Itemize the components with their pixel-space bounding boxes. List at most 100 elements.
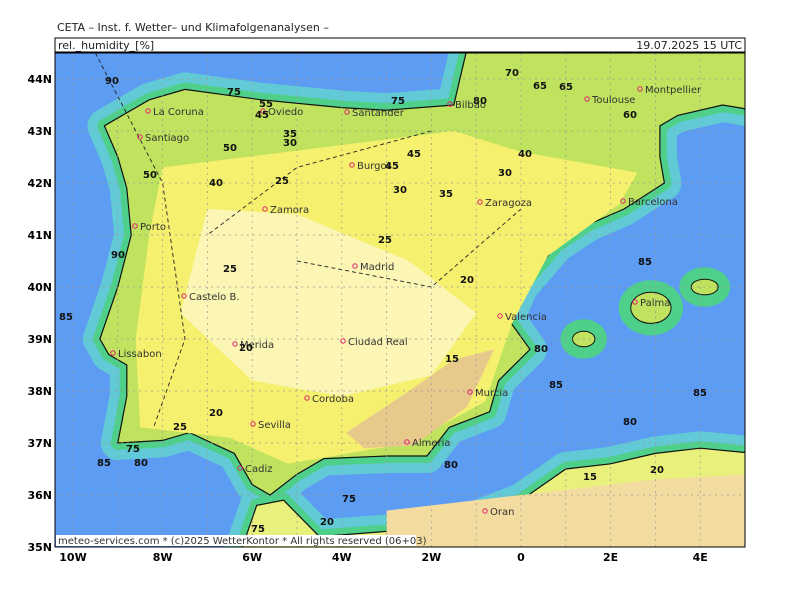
contour-label: 25 xyxy=(173,422,187,433)
city-name: Cordoba xyxy=(312,394,354,405)
contour-label: 65 xyxy=(559,82,573,93)
map-area: La Coruna Santiago Oviedo Santander Bilbao To… xyxy=(55,53,745,547)
lat-label: 40N xyxy=(27,281,52,294)
contour-label: 45 xyxy=(255,110,269,121)
city-name: Montpellier xyxy=(645,85,702,96)
contour-label: 65 xyxy=(533,81,547,92)
city-name: Palma xyxy=(640,298,670,309)
lon-label: 2E xyxy=(603,551,618,564)
city-name: Zamora xyxy=(270,205,309,216)
contour-label: 15 xyxy=(583,472,597,483)
city-name: Porto xyxy=(140,222,166,233)
city-marker xyxy=(181,293,187,299)
city-marker xyxy=(232,341,238,347)
lat-label: 35N xyxy=(27,541,52,554)
contour-label: 75 xyxy=(251,524,265,535)
contour-label: 40 xyxy=(518,149,532,160)
lon-label: 6W xyxy=(242,551,262,564)
city-marker xyxy=(250,421,256,427)
city-name: Burgos xyxy=(357,161,392,172)
city-marker xyxy=(344,109,350,115)
contour-label: 85 xyxy=(97,458,111,469)
city-marker xyxy=(584,96,590,102)
city-marker xyxy=(304,395,310,401)
contour-label: 85 xyxy=(693,388,707,399)
contour-label: 85 xyxy=(638,257,652,268)
city-marker xyxy=(637,86,643,92)
city-name: Almeria xyxy=(412,438,451,449)
city-name: Ciudad Real xyxy=(348,337,408,348)
lon-label: 4E xyxy=(693,551,708,564)
header-title: CETA – Inst. f. Wetter– und Klimafolgena… xyxy=(57,21,329,34)
city-marker xyxy=(262,206,268,212)
city-marker xyxy=(467,389,473,395)
contour-label: 55 xyxy=(259,99,273,110)
city-name: Merida xyxy=(240,340,274,351)
lat-label: 42N xyxy=(27,177,52,190)
city-marker xyxy=(110,350,116,356)
city-name: Toulouse xyxy=(591,95,635,106)
contour-label: 85 xyxy=(549,380,563,391)
city-marker xyxy=(447,101,453,107)
humidity-zone xyxy=(346,349,495,449)
lon-label: 0 xyxy=(517,551,525,564)
contour-label: 50 xyxy=(143,170,157,181)
city-name: Oviedo xyxy=(268,107,303,118)
city-name: Bilbao xyxy=(455,100,486,111)
city-name: Santander xyxy=(352,108,405,119)
lat-label: 41N xyxy=(27,229,52,242)
lat-label: 44N xyxy=(27,73,52,86)
contour-label: 25 xyxy=(378,235,392,246)
city-marker xyxy=(620,198,626,204)
contour-label: 20 xyxy=(209,408,223,419)
contour-label: 70 xyxy=(505,68,519,79)
header-box xyxy=(54,37,746,53)
map-frame xyxy=(54,52,746,548)
city-marker xyxy=(482,508,488,514)
contour-label: 75 xyxy=(227,87,241,98)
contour-label: 85 xyxy=(59,312,73,323)
contour-label: 90 xyxy=(105,76,119,87)
contour-label: 75 xyxy=(126,444,140,455)
city-marker xyxy=(340,338,346,344)
city-name: Zaragoza xyxy=(485,198,532,209)
lat-label: 36N xyxy=(27,489,52,502)
contour-label: 45 xyxy=(385,161,399,172)
city-marker xyxy=(349,162,355,168)
city-marker xyxy=(497,313,503,319)
city-marker xyxy=(632,299,638,305)
lon-label: 2W xyxy=(422,551,442,564)
contour-label: 25 xyxy=(275,176,289,187)
city-marker xyxy=(352,263,358,269)
city-marker xyxy=(132,223,138,229)
city-name: La Coruna xyxy=(153,107,204,118)
contour-label: 35 xyxy=(439,189,453,200)
city-name: Cadiz xyxy=(245,464,273,475)
city-marker xyxy=(237,465,243,471)
city-name: Valencia xyxy=(505,312,547,323)
lon-label: 4W xyxy=(332,551,352,564)
city-name: Murcia xyxy=(475,388,508,399)
contour-label: 25 xyxy=(223,264,237,275)
contour-label: 80 xyxy=(134,458,148,469)
city-name: Santiago xyxy=(145,133,189,144)
footer-bg xyxy=(56,535,416,546)
contour-label: 60 xyxy=(623,110,637,121)
contour-label: 75 xyxy=(391,96,405,107)
contour-label: 30 xyxy=(283,138,297,149)
contour-label: 35 xyxy=(283,129,297,140)
lat-label: 39N xyxy=(27,333,52,346)
city-marker xyxy=(260,108,266,114)
contour-label: 45 xyxy=(407,149,421,160)
city-marker xyxy=(477,199,483,205)
contour-label: 50 xyxy=(223,143,237,154)
contour-line xyxy=(95,53,186,428)
contour-label: 20 xyxy=(320,517,334,528)
city-name: Castelo B. xyxy=(189,292,240,303)
contour-label: 15 xyxy=(445,354,459,365)
contour-label: 30 xyxy=(393,185,407,196)
lon-label: 10W xyxy=(59,551,86,564)
contour-label: 80 xyxy=(444,460,458,471)
contour-label: 20 xyxy=(239,343,253,354)
contour-label: 80 xyxy=(623,417,637,428)
